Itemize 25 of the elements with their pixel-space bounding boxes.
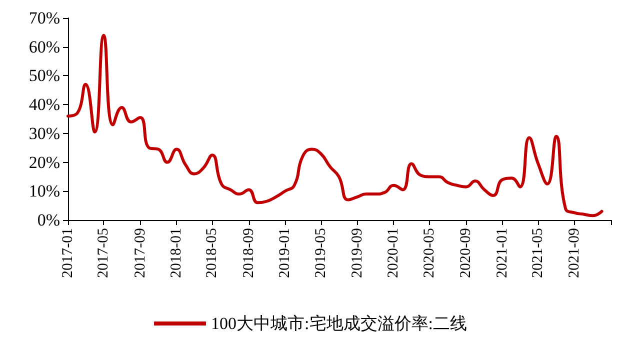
line-series	[66, 34, 604, 218]
y-tick-label: 60%	[28, 37, 60, 56]
x-tick-label: 2017-05	[96, 228, 112, 278]
x-tick-label: 2018-05	[204, 228, 220, 278]
x-tick-label: 2017-01	[60, 228, 76, 278]
x-tick-label: 2021-05	[530, 228, 546, 278]
x-tick-label: 2019-09	[349, 228, 366, 278]
y-tick-label: 10%	[28, 182, 60, 201]
x-tick-label: 2019-05	[312, 228, 329, 278]
x-tick-label: 2018-01	[168, 228, 185, 278]
x-tick-label: 2020-09	[458, 228, 474, 278]
y-tick-label: 30%	[28, 124, 60, 143]
x-tick-label: 2018-09	[240, 228, 257, 278]
legend-label: 100大中城市:宅地成交溢价率:二线	[211, 314, 467, 333]
x-tick-label: 2020-01	[386, 228, 402, 278]
x-tick-label: 2020-05	[422, 228, 438, 278]
x-tick-label: 2021-09	[566, 228, 583, 278]
x-tick-label: 2021-01	[494, 228, 510, 278]
x-tick-label: 2019-01	[277, 228, 294, 278]
y-tick-label: 50%	[28, 66, 60, 86]
y-tick-label: 0%	[37, 210, 60, 230]
x-tick-label: 2017-09	[132, 228, 148, 278]
y-tick-label: 40%	[28, 95, 60, 114]
y-tick-label: 20%	[28, 152, 60, 172]
y-tick-label: 70%	[28, 8, 60, 28]
